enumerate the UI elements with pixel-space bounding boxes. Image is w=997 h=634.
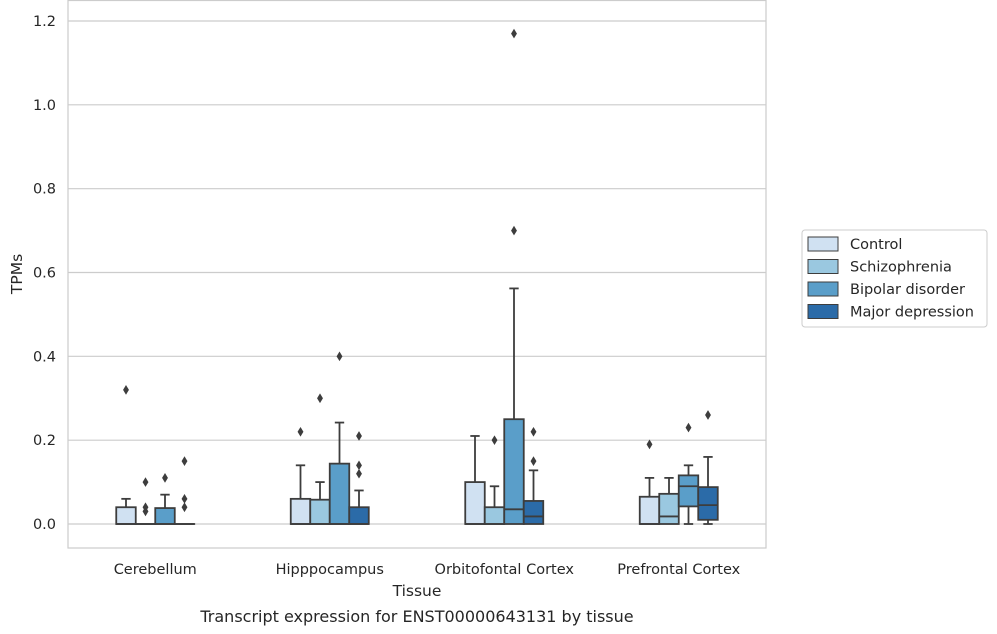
box-control [115, 385, 137, 525]
box-major-depression [697, 410, 719, 525]
x-axis-label: Tissue [392, 582, 442, 600]
y-tick-label: 1.0 [33, 98, 56, 114]
outlier-point [336, 351, 343, 362]
y-tick-label: 0.4 [33, 349, 56, 365]
box-schizophrenia [134, 477, 157, 525]
outlier-point [181, 456, 188, 466]
box-bipolar-disorder [154, 473, 176, 525]
legend-swatch [807, 281, 839, 297]
box-major-depression [522, 426, 545, 525]
legend-label: Schizophrenia [850, 260, 952, 276]
legend-label: Bipolar disorder [850, 282, 965, 298]
outlier-point [705, 410, 711, 420]
outlier-point [530, 456, 537, 466]
box-control [289, 426, 312, 525]
chart-caption: Transcript expression for ENST0000064313… [199, 607, 633, 626]
box-major-depression [173, 456, 196, 525]
outlier-point [356, 468, 362, 479]
y-axis-label: TPMs [8, 254, 26, 295]
legend-label: Control [850, 237, 902, 253]
outlier-point [181, 502, 188, 513]
box-schizophrenia [658, 476, 680, 525]
plot-area [68, 0, 766, 548]
box-bipolar-disorder [677, 422, 700, 525]
outlier-point [181, 494, 188, 504]
outlier-point [685, 422, 692, 433]
x-tick-label: Hipppocampus [276, 562, 384, 578]
x-tick-labels: Cerebellum Hipppocampus Orbitofontal Corte… [114, 562, 741, 578]
y-tick-label: 1.2 [33, 14, 56, 30]
box-schizophrenia [483, 435, 506, 525]
box-iqr [638, 495, 661, 525]
outlier-point [646, 439, 653, 450]
outlier-point [511, 28, 517, 39]
outlier-point [162, 473, 168, 483]
box-iqr [658, 492, 680, 525]
outlier-point [142, 477, 149, 487]
x-tick-label: Cerebellum [114, 562, 197, 578]
outlier-point [123, 385, 129, 395]
outlier-point [491, 435, 498, 445]
x-tick-label: Orbitofontal Cortex [435, 562, 575, 578]
box-iqr [697, 486, 719, 521]
outlier-point [356, 460, 362, 471]
y-tick-labels: 0.0 0.2 0.4 0.6 0.8 1.0 1.2 [33, 14, 56, 533]
plot-frame [67, 0, 767, 549]
box-bipolar-disorder [328, 351, 351, 525]
outlier-point [317, 393, 323, 404]
legend-swatch [807, 304, 839, 319]
box-iqr [328, 462, 351, 525]
legend-swatch [807, 236, 839, 252]
legend-frame [801, 229, 988, 328]
legend-swatch [807, 259, 839, 274]
box-bipolar-disorder [503, 28, 525, 525]
box-iqr [154, 507, 176, 525]
outlier-point [530, 426, 537, 437]
box-iqr [677, 474, 700, 508]
y-tick-label: 0.8 [33, 182, 56, 198]
outlier-point [142, 502, 149, 513]
box-iqr [115, 506, 137, 525]
y-tick-label: 0.0 [33, 517, 56, 533]
outlier-point [297, 426, 304, 437]
box-major-depression [348, 431, 370, 525]
box-iqr [483, 506, 506, 525]
box-iqr [289, 497, 312, 525]
box-schizophrenia [309, 393, 331, 525]
box-iqr [503, 418, 525, 525]
y-grid [68, 20, 766, 525]
x-tick-label: Prefrontal Cortex [617, 562, 740, 578]
box-iqr [522, 500, 545, 525]
box-control [464, 435, 486, 525]
boxes-layer [115, 28, 719, 525]
legend-label: Major depression [850, 305, 974, 321]
y-tick-label: 0.6 [33, 266, 56, 282]
box-iqr [464, 481, 486, 525]
legend: Control Schizophrenia Bipolar disorder Majo… [801, 229, 988, 328]
outlier-point [356, 431, 362, 441]
box-iqr [309, 498, 331, 525]
box-iqr [348, 506, 370, 525]
outlier-point [511, 225, 517, 236]
y-tick-label: 0.2 [33, 433, 56, 449]
